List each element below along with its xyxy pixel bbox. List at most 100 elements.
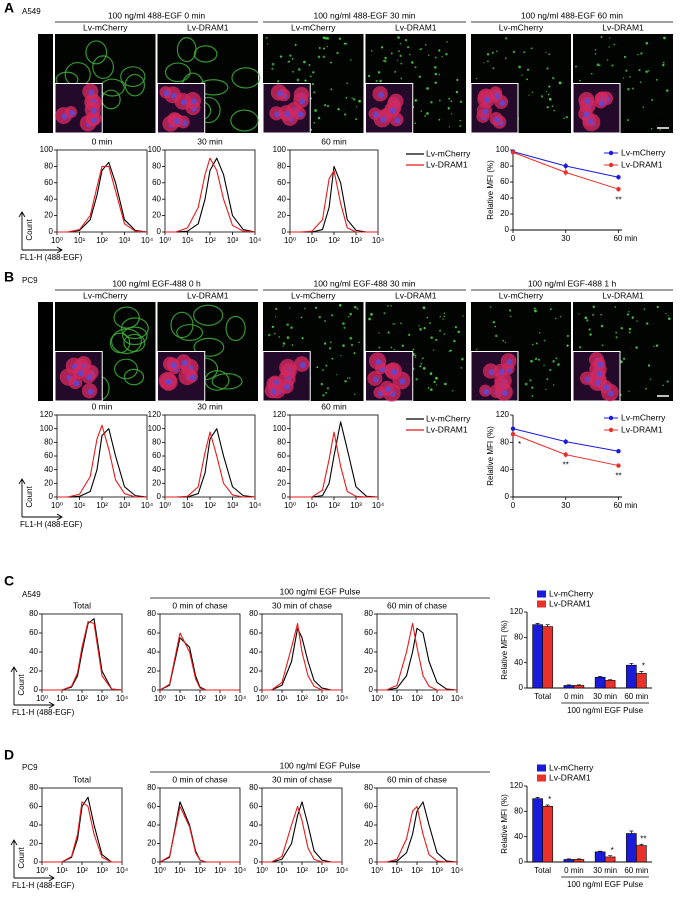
inset-nucleus <box>170 92 177 99</box>
egf-punctum <box>400 77 403 80</box>
y-tick-label: 40 <box>277 465 286 474</box>
egf-punctum <box>575 65 577 68</box>
egf-punctum <box>494 325 497 328</box>
egf-punctum <box>330 88 333 91</box>
egf-punctum <box>545 51 547 54</box>
y-axis-label: Count <box>25 486 34 508</box>
egf-punctum <box>268 333 271 337</box>
axis-arrow <box>18 211 63 254</box>
egf-punctum <box>453 339 456 343</box>
inset-nucleus <box>165 378 172 385</box>
micrograph <box>262 34 364 134</box>
egf-punctum <box>640 52 643 55</box>
egf-punctum <box>414 354 417 357</box>
x-tick-label: 10⁴ <box>141 501 154 510</box>
y-tick-label: 60 <box>44 178 53 187</box>
column-label: Lv-DRAM1 <box>602 22 644 32</box>
x-tick-label: 30 <box>561 234 570 243</box>
egf-punctum <box>275 316 277 318</box>
egf-punctum <box>345 42 347 45</box>
stain-label: 488-EGF <box>40 363 50 398</box>
y-tick-label: 60 <box>147 802 156 811</box>
inset-nucleus <box>380 116 387 123</box>
egf-punctum <box>434 72 438 76</box>
egf-punctum <box>370 313 373 316</box>
x-tick-label: 10¹ <box>74 236 86 245</box>
y-tick-label: 0 <box>519 857 524 866</box>
significance: * <box>518 440 521 449</box>
egf-punctum <box>424 115 427 117</box>
bar <box>604 856 616 863</box>
x-tick-label: 10² <box>194 694 206 703</box>
y-tick-label: 40 <box>147 647 156 656</box>
x-tick-label: 10² <box>76 694 88 703</box>
column-label: Lv-mCherry <box>291 290 336 300</box>
chart-title: 0 min of chase <box>172 774 228 784</box>
egf-punctum <box>318 315 321 319</box>
y-tick-label: 60 <box>44 451 53 460</box>
stain-label: mCherry <box>40 326 50 359</box>
y-tick-label: 0 <box>157 227 162 236</box>
egf-punctum <box>476 348 478 351</box>
egf-punctum <box>521 74 523 76</box>
egf-punctum <box>441 55 443 58</box>
inset-nucleus <box>174 118 181 125</box>
inset-nucleus <box>170 362 177 369</box>
x-tick-label: 10¹ <box>276 866 288 875</box>
egf-punctum <box>592 305 596 309</box>
x-tick-label: 30 min <box>593 866 617 875</box>
egf-punctum <box>350 343 354 347</box>
egf-punctum <box>531 386 534 389</box>
egf-punctum <box>540 95 544 98</box>
inset-nucleus <box>299 98 306 105</box>
chart-title: 60 min <box>321 401 347 411</box>
cell-outline <box>230 109 259 132</box>
egf-punctum <box>414 356 417 358</box>
egf-punctum <box>338 37 342 40</box>
error-bar <box>545 624 550 627</box>
egf-punctum <box>444 382 447 386</box>
egf-punctum <box>629 75 632 78</box>
inset-nucleus <box>501 390 508 397</box>
data-point <box>563 452 568 457</box>
egf-punctum <box>291 344 294 346</box>
y-tick-label: 40 <box>249 820 258 829</box>
y-tick-label: 60 <box>152 178 161 187</box>
x-tick-label: 30 <box>561 501 570 510</box>
egf-punctum <box>289 307 291 309</box>
egf-punctum <box>523 51 526 54</box>
y-tick-label: 0 <box>34 685 39 694</box>
egf-punctum <box>446 41 448 43</box>
x-axis-label: FL1-H (488-EGF) <box>20 253 83 262</box>
y-tick-label: 40 <box>500 465 509 474</box>
y-tick-label: 80 <box>364 609 373 618</box>
egf-punctum <box>316 366 319 369</box>
x-tick-label: 0 min <box>564 866 584 875</box>
significance: ** <box>615 472 621 481</box>
egf-punctum <box>518 65 521 69</box>
egf-punctum <box>377 71 381 74</box>
egf-punctum <box>455 90 459 94</box>
inset-nucleus <box>498 369 505 376</box>
legend-label: Lv-mCherry <box>549 762 594 772</box>
inset-nucleus <box>189 374 196 381</box>
egf-punctum <box>601 344 604 347</box>
panel-letter: C <box>4 573 14 589</box>
egf-punctum <box>290 326 293 329</box>
y-tick-label: 80 <box>152 162 161 171</box>
error-bar <box>629 830 634 834</box>
egf-punctum <box>408 333 411 337</box>
egf-punctum <box>647 364 651 367</box>
egf-punctum <box>435 376 438 380</box>
y-tick-label: 20 <box>277 478 286 487</box>
egf-punctum <box>557 363 560 366</box>
egf-punctum <box>433 66 437 69</box>
cell-outline <box>123 333 146 353</box>
egf-punctum <box>447 107 450 110</box>
significance: * <box>611 846 614 855</box>
egf-punctum <box>328 347 332 350</box>
data-point <box>616 449 621 454</box>
egf-punctum <box>594 53 597 55</box>
x-tick-label: 10³ <box>214 694 226 703</box>
